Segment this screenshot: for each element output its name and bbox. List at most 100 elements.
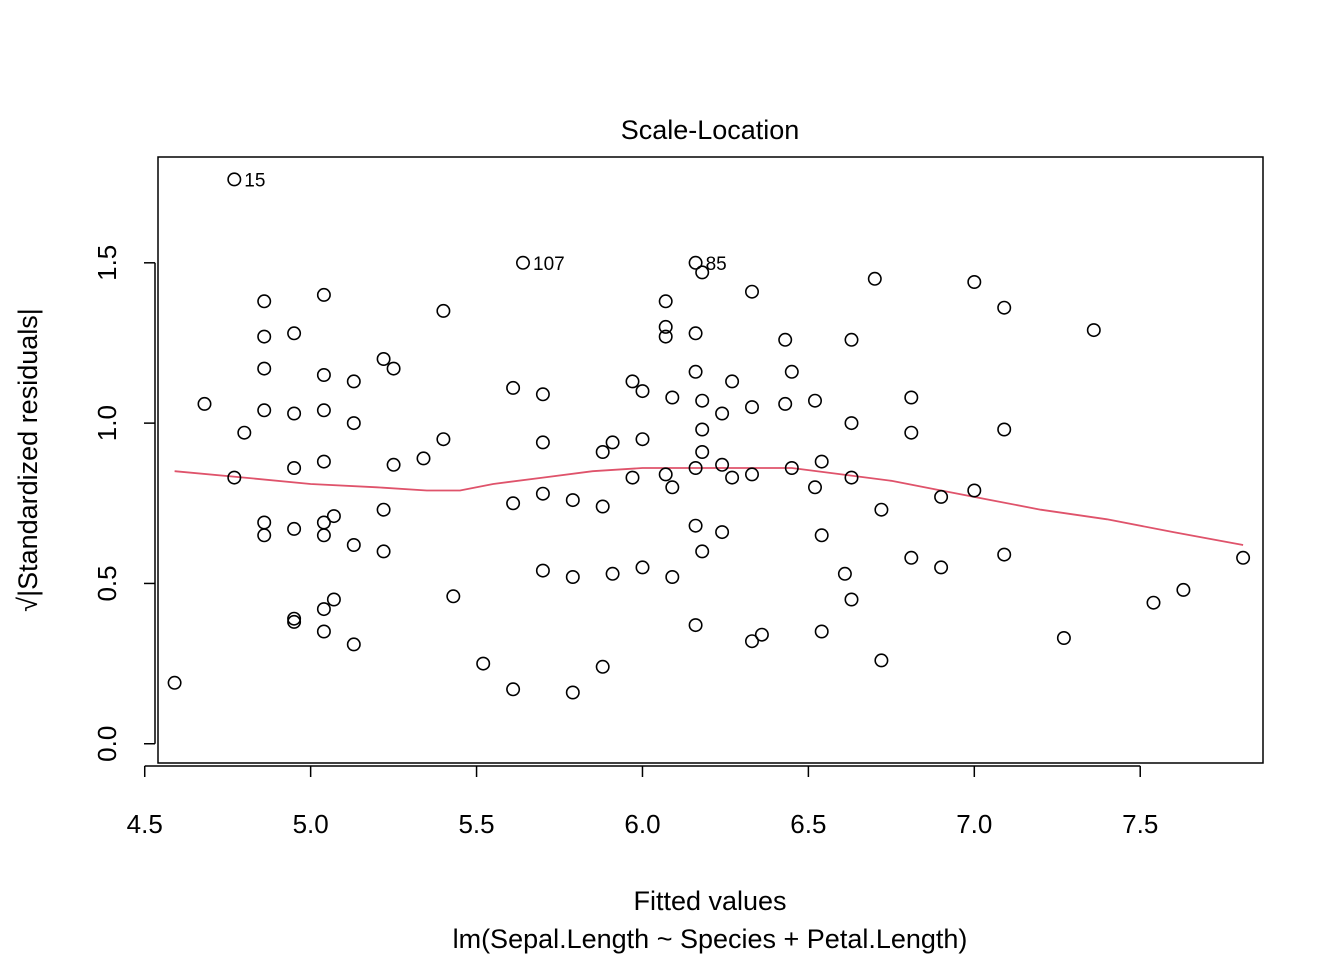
data-point — [844, 592, 859, 607]
data-point — [997, 300, 1012, 315]
data-point — [605, 566, 620, 581]
data-point — [326, 592, 341, 607]
y-axis-label: √|Standardized residuals| — [13, 308, 43, 612]
data-point — [535, 563, 550, 578]
data-point — [257, 528, 272, 543]
data-point — [658, 319, 673, 334]
data-point — [625, 374, 640, 389]
data-point — [316, 367, 331, 382]
data-point — [326, 509, 341, 524]
data-point — [715, 525, 730, 540]
data-point — [346, 537, 361, 552]
data-point — [874, 653, 889, 668]
data-point — [635, 432, 650, 447]
data-point — [595, 499, 610, 514]
x-tick-label: 4.5 — [127, 809, 163, 839]
data-point — [287, 614, 302, 629]
x-axis: 4.5 5.0 5.5 6.0 6.5 7.0 7.5 — [127, 765, 1158, 839]
data-point — [625, 470, 640, 485]
data-point — [997, 422, 1012, 437]
x-tick-label: 6.5 — [790, 809, 826, 839]
x-axis-sublabel: lm(Sepal.Length ~ Species + Petal.Length… — [453, 924, 968, 954]
data-point — [695, 544, 710, 559]
data-point — [695, 422, 710, 437]
smooth-line — [174, 467, 1244, 546]
data-point — [934, 489, 949, 504]
data-point — [688, 618, 703, 633]
data-point — [744, 634, 759, 649]
data-point — [695, 393, 710, 408]
data-point — [844, 416, 859, 431]
data-point — [257, 403, 272, 418]
x-tick-label: 5.5 — [458, 809, 494, 839]
data-point — [167, 675, 182, 690]
data-point — [1236, 550, 1251, 565]
y-tick-label: 0.5 — [92, 565, 122, 601]
data-point — [346, 637, 361, 652]
data-point — [506, 682, 521, 697]
x-tick-label: 6.0 — [624, 809, 660, 839]
data-point — [695, 444, 710, 459]
data-point — [778, 396, 793, 411]
data-point — [535, 486, 550, 501]
data-point — [1086, 323, 1101, 338]
data-point — [1146, 595, 1161, 610]
data-point — [316, 454, 331, 469]
y-axis: 0.0 0.5 1.0 1.5 — [92, 245, 156, 762]
data-point — [844, 332, 859, 347]
plot-frame — [157, 156, 1264, 764]
data-points — [167, 172, 1251, 700]
data-point — [807, 480, 822, 495]
data-point — [967, 274, 982, 289]
data-point — [688, 255, 703, 270]
data-point — [237, 425, 252, 440]
data-point — [635, 560, 650, 575]
data-point — [515, 255, 530, 270]
data-point — [934, 560, 949, 575]
data-point — [635, 384, 650, 399]
data-point — [997, 547, 1012, 562]
data-point — [416, 451, 431, 466]
data-point — [688, 460, 703, 475]
data-point — [287, 521, 302, 536]
data-point — [436, 303, 451, 318]
data-point — [904, 390, 919, 405]
data-point — [565, 569, 580, 584]
data-point — [316, 287, 331, 302]
point-labels: 15 107 85 — [244, 170, 726, 274]
data-point — [257, 515, 272, 530]
data-point — [695, 265, 710, 280]
data-point — [565, 685, 580, 700]
data-point — [506, 380, 521, 395]
data-point — [316, 403, 331, 418]
data-point — [257, 361, 272, 376]
data-point — [595, 444, 610, 459]
data-point — [446, 589, 461, 604]
data-point — [257, 294, 272, 309]
data-point — [784, 364, 799, 379]
data-point — [904, 550, 919, 565]
data-point — [535, 435, 550, 450]
data-point — [316, 602, 331, 617]
data-point — [287, 611, 302, 626]
data-point — [744, 284, 759, 299]
point-label: 15 — [244, 170, 265, 191]
data-point — [665, 390, 680, 405]
chart-title: Scale-Location — [621, 115, 800, 145]
data-point — [376, 502, 391, 517]
data-point — [316, 528, 331, 543]
data-point — [386, 457, 401, 472]
data-point — [688, 518, 703, 533]
point-label: 107 — [533, 254, 565, 275]
data-point — [595, 659, 610, 674]
x-tick-label: 7.0 — [956, 809, 992, 839]
data-point — [197, 396, 212, 411]
data-point — [605, 435, 620, 450]
data-point — [257, 329, 272, 344]
data-point — [874, 502, 889, 517]
data-point — [346, 416, 361, 431]
data-point — [688, 326, 703, 341]
data-point — [316, 624, 331, 639]
data-point — [376, 544, 391, 559]
